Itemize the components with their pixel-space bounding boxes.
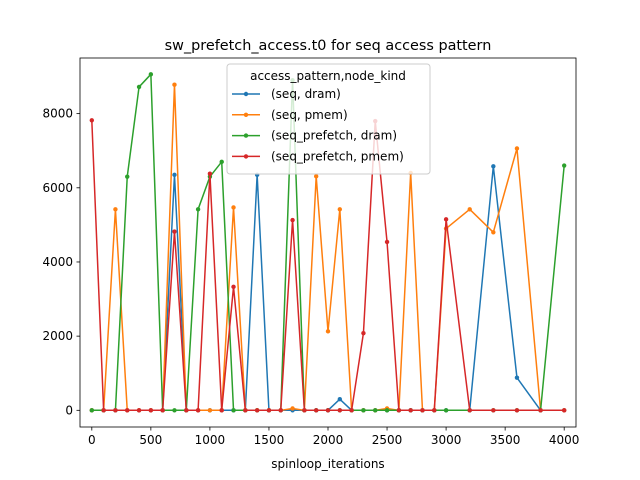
- legend-swatch-marker: [243, 112, 249, 118]
- x-axis: 0 500 1000 1500 2000 2500 3000 3500 4000: [88, 427, 579, 447]
- legend-label: (seq_prefetch, dram): [271, 129, 397, 143]
- data-point: [101, 408, 106, 413]
- x-tick-label: 1000: [195, 433, 226, 447]
- legend-swatch-marker: [243, 154, 249, 159]
- x-axis-label: spinloop_iterations: [271, 457, 384, 471]
- data-point: [290, 406, 295, 411]
- series-layer: [89, 72, 567, 413]
- data-point: [361, 330, 366, 336]
- data-point: [136, 408, 142, 413]
- data-point: [136, 84, 142, 90]
- data-point: [361, 408, 366, 413]
- x-tick-label: 3500: [490, 433, 521, 447]
- data-point: [290, 217, 295, 223]
- data-point: [243, 408, 248, 413]
- data-point: [408, 408, 413, 413]
- legend-items: (seq, dram) (seq, pmem) (seq_prefetch, dra…: [232, 87, 404, 163]
- y-axis: 0 2000 4000 6000 8000: [42, 107, 80, 417]
- data-point: [337, 408, 343, 413]
- data-point: [514, 375, 520, 380]
- x-tick-label: 4000: [549, 433, 580, 447]
- data-point: [443, 408, 449, 413]
- legend-swatch-marker: [243, 91, 249, 97]
- data-point: [89, 408, 95, 413]
- legend-frame: [226, 63, 431, 175]
- x-tick-label: 0: [88, 433, 96, 447]
- data-point: [172, 229, 177, 234]
- legend: access_pattern,node_kind (seq, dram)(seq…: [226, 63, 431, 175]
- y-tick-label: 6000: [42, 181, 73, 195]
- chart-title: sw_prefetch_access.t0 for seq access pat…: [165, 38, 492, 54]
- data-point: [172, 82, 177, 87]
- data-point: [561, 163, 567, 168]
- data-point: [125, 174, 130, 179]
- x-tick-label: 2000: [313, 433, 344, 447]
- data-point: [172, 408, 177, 413]
- data-point: [184, 408, 189, 413]
- y-tick-label: 0: [65, 403, 73, 417]
- legend-swatch-marker: [243, 133, 249, 138]
- data-point: [89, 118, 95, 123]
- data-point: [313, 174, 319, 179]
- x-tick-label: 500: [139, 433, 162, 447]
- data-point: [384, 239, 390, 245]
- data-point: [467, 207, 472, 212]
- x-tick-label: 2500: [372, 433, 403, 447]
- data-point: [278, 408, 283, 413]
- y-tick-label: 8000: [42, 107, 73, 121]
- data-point: [207, 408, 213, 413]
- data-point: [491, 408, 496, 413]
- data-point: [231, 408, 236, 413]
- data-point: [384, 408, 390, 413]
- y-tick-label: 2000: [42, 329, 73, 343]
- data-point: [491, 164, 496, 169]
- data-point: [195, 207, 201, 212]
- data-point: [491, 230, 496, 235]
- data-point: [219, 159, 224, 165]
- data-point: [313, 408, 319, 413]
- data-point: [148, 72, 154, 77]
- data-point: [302, 408, 307, 413]
- data-point: [231, 284, 236, 290]
- data-point: [373, 408, 378, 413]
- data-point: [420, 408, 425, 413]
- data-point: [160, 408, 165, 413]
- data-point: [337, 396, 343, 402]
- x-tick-label: 1500: [254, 433, 285, 447]
- data-point: [432, 408, 437, 413]
- y-tick-label: 4000: [42, 255, 73, 269]
- data-point: [538, 408, 543, 413]
- data-point: [172, 172, 177, 178]
- series-4: [89, 118, 567, 413]
- data-point: [349, 408, 354, 413]
- data-point: [396, 408, 402, 413]
- data-point: [443, 217, 449, 222]
- legend-title: access_pattern,node_kind: [250, 69, 406, 83]
- data-point: [113, 207, 118, 212]
- data-point: [325, 329, 331, 334]
- data-point: [125, 408, 130, 413]
- legend-label: (seq, dram): [271, 87, 341, 101]
- data-point: [219, 408, 224, 413]
- data-point: [561, 408, 567, 413]
- data-point: [467, 408, 472, 413]
- data-point: [231, 205, 236, 210]
- data-point: [325, 408, 331, 413]
- data-point: [337, 207, 343, 212]
- data-point: [514, 146, 520, 151]
- data-point: [148, 408, 154, 413]
- data-point: [195, 408, 201, 413]
- data-point: [113, 408, 118, 413]
- data-point: [266, 408, 272, 413]
- legend-label: (seq_prefetch, pmem): [271, 149, 404, 163]
- x-tick-label: 3000: [431, 433, 462, 447]
- data-point: [207, 171, 213, 176]
- legend-label: (seq, pmem): [271, 108, 348, 122]
- data-point: [514, 408, 520, 413]
- data-point: [254, 408, 260, 413]
